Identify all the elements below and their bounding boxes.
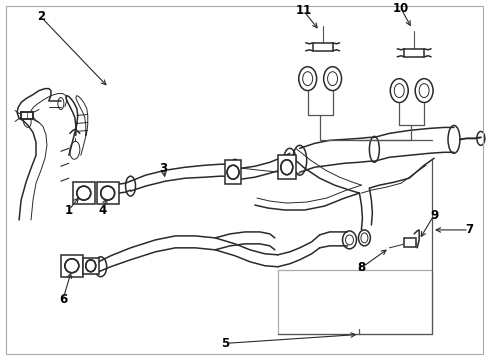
Ellipse shape [85, 260, 96, 272]
Text: 10: 10 [392, 3, 408, 15]
Bar [61, 255, 82, 277]
Bar [404, 49, 423, 57]
Text: 5: 5 [221, 337, 229, 350]
Bar [224, 160, 241, 184]
Text: 8: 8 [357, 261, 365, 274]
Bar [404, 238, 415, 247]
Text: 1: 1 [64, 203, 73, 216]
Text: 2: 2 [37, 10, 45, 23]
Text: 11: 11 [295, 4, 311, 18]
Ellipse shape [65, 259, 79, 273]
Ellipse shape [226, 165, 239, 179]
Bar [82, 258, 99, 274]
Ellipse shape [280, 160, 292, 175]
Text: 4: 4 [99, 203, 106, 216]
Text: 6: 6 [59, 293, 67, 306]
Text: 3: 3 [159, 162, 167, 175]
Text: 7: 7 [464, 224, 472, 237]
Bar [97, 182, 119, 204]
Text: 9: 9 [429, 208, 437, 221]
Bar [73, 182, 95, 204]
Bar [21, 112, 33, 120]
Bar [277, 155, 295, 179]
Ellipse shape [77, 186, 91, 200]
Bar [277, 270, 431, 334]
Ellipse shape [101, 186, 114, 200]
Bar [312, 43, 332, 51]
